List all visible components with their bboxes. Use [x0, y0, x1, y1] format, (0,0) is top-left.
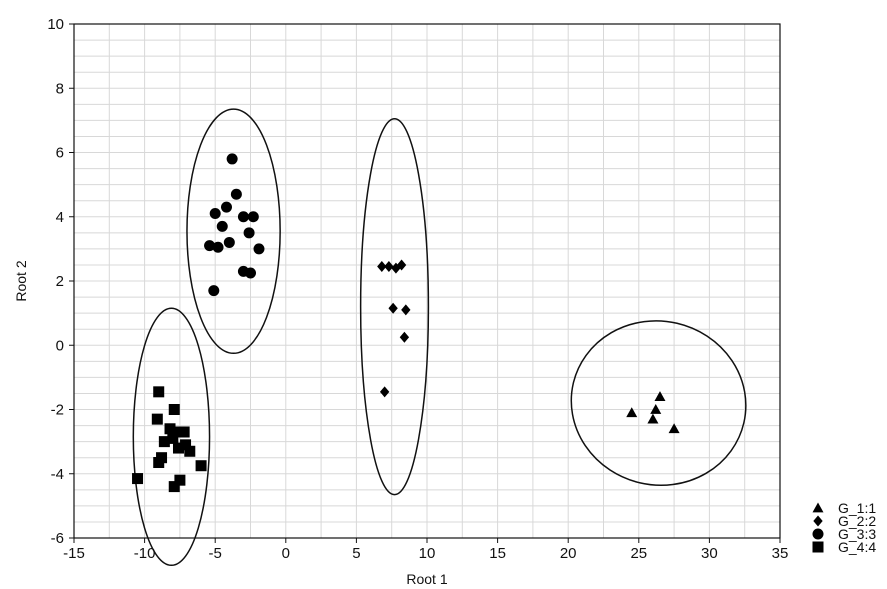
data-point-group-3-circle: [223, 236, 235, 248]
data-point-group-2-diamond: [379, 386, 390, 398]
data-point-group-3-circle: [245, 267, 256, 279]
data-point-group-3-circle: [237, 211, 249, 223]
data-points: [132, 153, 680, 493]
data-point-group-3-circle: [216, 220, 228, 232]
legend-label: G_3:3: [838, 526, 876, 542]
data-point-group-2-diamond: [401, 304, 411, 316]
group-ellipses: [132, 108, 747, 567]
x-tick-label: 30: [701, 545, 718, 562]
data-point-group-4-square: [184, 445, 196, 457]
data-point-group-3-circle: [243, 227, 255, 239]
grid-lines: [74, 24, 780, 538]
x-tick-label: -10: [134, 545, 156, 562]
x-tick-label: 25: [630, 545, 647, 562]
y-tick-label: 4: [56, 209, 64, 226]
data-point-group-4-square: [168, 481, 180, 493]
legend-marker-circle: [812, 528, 824, 540]
data-point-group-3-circle: [209, 208, 221, 220]
data-point-group-1-triangle: [650, 404, 662, 414]
legend-marker-diamond: [813, 515, 823, 527]
data-point-group-4-square: [172, 442, 184, 454]
x-tick-label: 15: [489, 545, 506, 562]
y-tick-label: 2: [56, 273, 64, 290]
y-tick-label: -4: [51, 466, 64, 483]
y-axis-label: Root 2: [13, 260, 29, 301]
data-point-group-3-circle: [226, 153, 238, 165]
data-point-group-2-diamond: [399, 331, 410, 343]
data-point-group-3-circle: [230, 188, 242, 200]
legend: G_1:1G_2:2G_3:3G_4:4: [812, 500, 876, 555]
y-tick-label: 8: [56, 80, 64, 97]
y-tick-label: 0: [56, 337, 64, 354]
y-tick-label: -6: [51, 530, 64, 547]
x-axis-ticks: -15 -10 -5 0 5 10 15 20 25 30 35: [63, 538, 788, 562]
data-point-group-4-square: [167, 432, 179, 444]
confidence-ellipse-group-3: [186, 108, 281, 355]
y-tick-label: -2: [51, 402, 64, 419]
legend-label: G_2:2: [838, 513, 876, 529]
x-tick-label: 5: [352, 545, 360, 562]
confidence-ellipse-group-2: [359, 118, 430, 496]
data-point-group-4-square: [153, 457, 165, 469]
data-point-group-1-triangle: [647, 413, 659, 424]
legend-label: G_1:1: [838, 500, 876, 516]
data-point-group-3-circle: [220, 201, 232, 213]
legend-marker-triangle: [812, 502, 824, 513]
data-point-group-1-triangle: [668, 423, 680, 434]
data-point-group-4-square: [168, 404, 180, 415]
data-point-group-4-square: [153, 386, 165, 398]
x-tick-label: 10: [419, 545, 436, 562]
data-point-group-1-triangle: [626, 407, 638, 418]
data-point-group-3-circle: [208, 285, 220, 297]
legend-marker-square: [812, 541, 824, 553]
data-point-group-1-triangle: [654, 391, 666, 402]
data-point-group-4-square: [164, 423, 176, 435]
data-point-group-2-diamond: [377, 261, 387, 273]
data-point-group-3-circle: [204, 240, 216, 252]
y-tick-label: 10: [47, 16, 64, 33]
x-tick-label: 0: [282, 545, 290, 562]
x-tick-label: -5: [209, 545, 222, 562]
data-point-group-3-circle: [247, 211, 259, 223]
data-point-group-3-circle: [253, 243, 265, 255]
data-point-group-4-square: [195, 460, 207, 472]
data-point-group-4-square: [178, 426, 190, 438]
data-point-group-2-diamond: [396, 259, 407, 271]
x-axis-label: Root 1: [406, 571, 447, 587]
x-tick-label: 35: [772, 545, 789, 562]
data-point-group-2-diamond: [384, 261, 394, 273]
data-point-group-4-square: [180, 439, 192, 451]
confidence-ellipse-group-1: [570, 320, 747, 487]
data-point-group-2-diamond: [388, 302, 398, 314]
confidence-ellipse-group-4: [132, 307, 211, 567]
legend-label: G_4:4: [838, 539, 876, 555]
x-tick-label: -15: [63, 545, 85, 562]
data-point-group-4-square: [158, 436, 170, 448]
y-axis-ticks: -6 -4 -2 0 2 4 6 8 10: [47, 16, 74, 547]
data-point-group-4-square: [151, 413, 163, 425]
data-point-group-4-square: [174, 474, 186, 486]
data-point-group-3-circle: [212, 241, 224, 253]
data-point-group-4-square: [132, 473, 144, 485]
x-tick-label: 20: [560, 545, 577, 562]
y-tick-label: 6: [56, 145, 64, 162]
